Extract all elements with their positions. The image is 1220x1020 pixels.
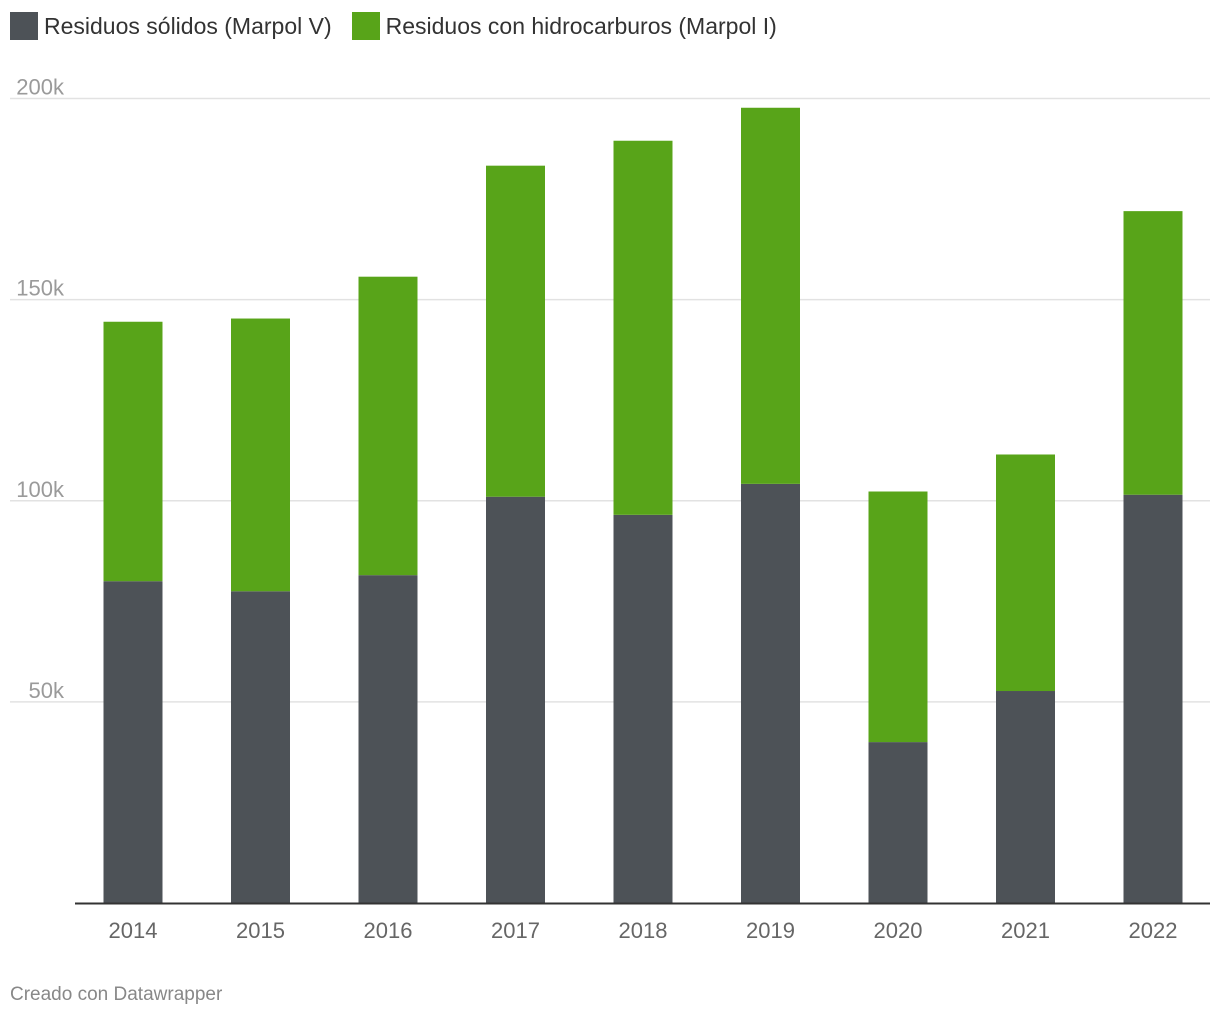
bar-marpol-i-2015 [231, 318, 290, 592]
x-tick-label: 2014 [109, 918, 158, 943]
bar-marpol-i-2020 [868, 491, 928, 743]
y-tick-label: 50k [29, 678, 65, 703]
bar-marpol-v-2016 [358, 575, 418, 903]
y-tick-label: 100k [16, 477, 65, 502]
y-tick-label: 200k [16, 75, 65, 100]
x-tick-label: 2016 [364, 918, 413, 943]
x-tick-label: 2015 [236, 918, 285, 943]
legend-label-marpol-i: Residuos con hidrocarburos (Marpol I) [385, 12, 777, 39]
bar-marpol-v-2017 [486, 496, 545, 903]
bar-marpol-i-2022 [1123, 211, 1183, 495]
legend-swatch-marpol-i [351, 12, 380, 40]
x-tick-label: 2018 [619, 918, 668, 943]
bar-marpol-i-2019 [741, 107, 800, 484]
legend-item-marpol-v: Residuos sólidos (Marpol V) [10, 12, 332, 40]
x-tick-label: 2020 [874, 918, 923, 943]
bar-marpol-v-2020 [868, 742, 928, 903]
bar-marpol-i-2016 [358, 276, 418, 576]
legend-item-marpol-i: Residuos con hidrocarburos (Marpol I) [351, 12, 777, 40]
bar-marpol-v-2015 [231, 591, 290, 903]
x-tick-label: 2017 [491, 918, 540, 943]
chart-legend: Residuos sólidos (Marpol V) Residuos con… [10, 12, 797, 40]
x-tick-label: 2022 [1129, 918, 1178, 943]
bar-marpol-i-2021 [996, 454, 1055, 692]
bar-marpol-v-2019 [741, 483, 800, 903]
x-tick-label: 2021 [1001, 918, 1050, 943]
legend-label-marpol-v: Residuos sólidos (Marpol V) [44, 12, 332, 39]
bar-marpol-v-2022 [1123, 494, 1183, 903]
x-tick-label: 2019 [746, 918, 795, 943]
legend-swatch-marpol-v [10, 12, 38, 40]
bar-marpol-v-2018 [613, 514, 673, 903]
bar-marpol-v-2021 [996, 691, 1055, 903]
credit-text: Creado con Datawrapper [10, 984, 223, 1005]
bar-marpol-i-2014 [103, 321, 163, 582]
bar-marpol-i-2018 [613, 140, 673, 515]
bar-marpol-i-2017 [486, 165, 545, 497]
y-tick-label: 150k [16, 276, 65, 301]
bar-marpol-v-2014 [103, 581, 163, 903]
